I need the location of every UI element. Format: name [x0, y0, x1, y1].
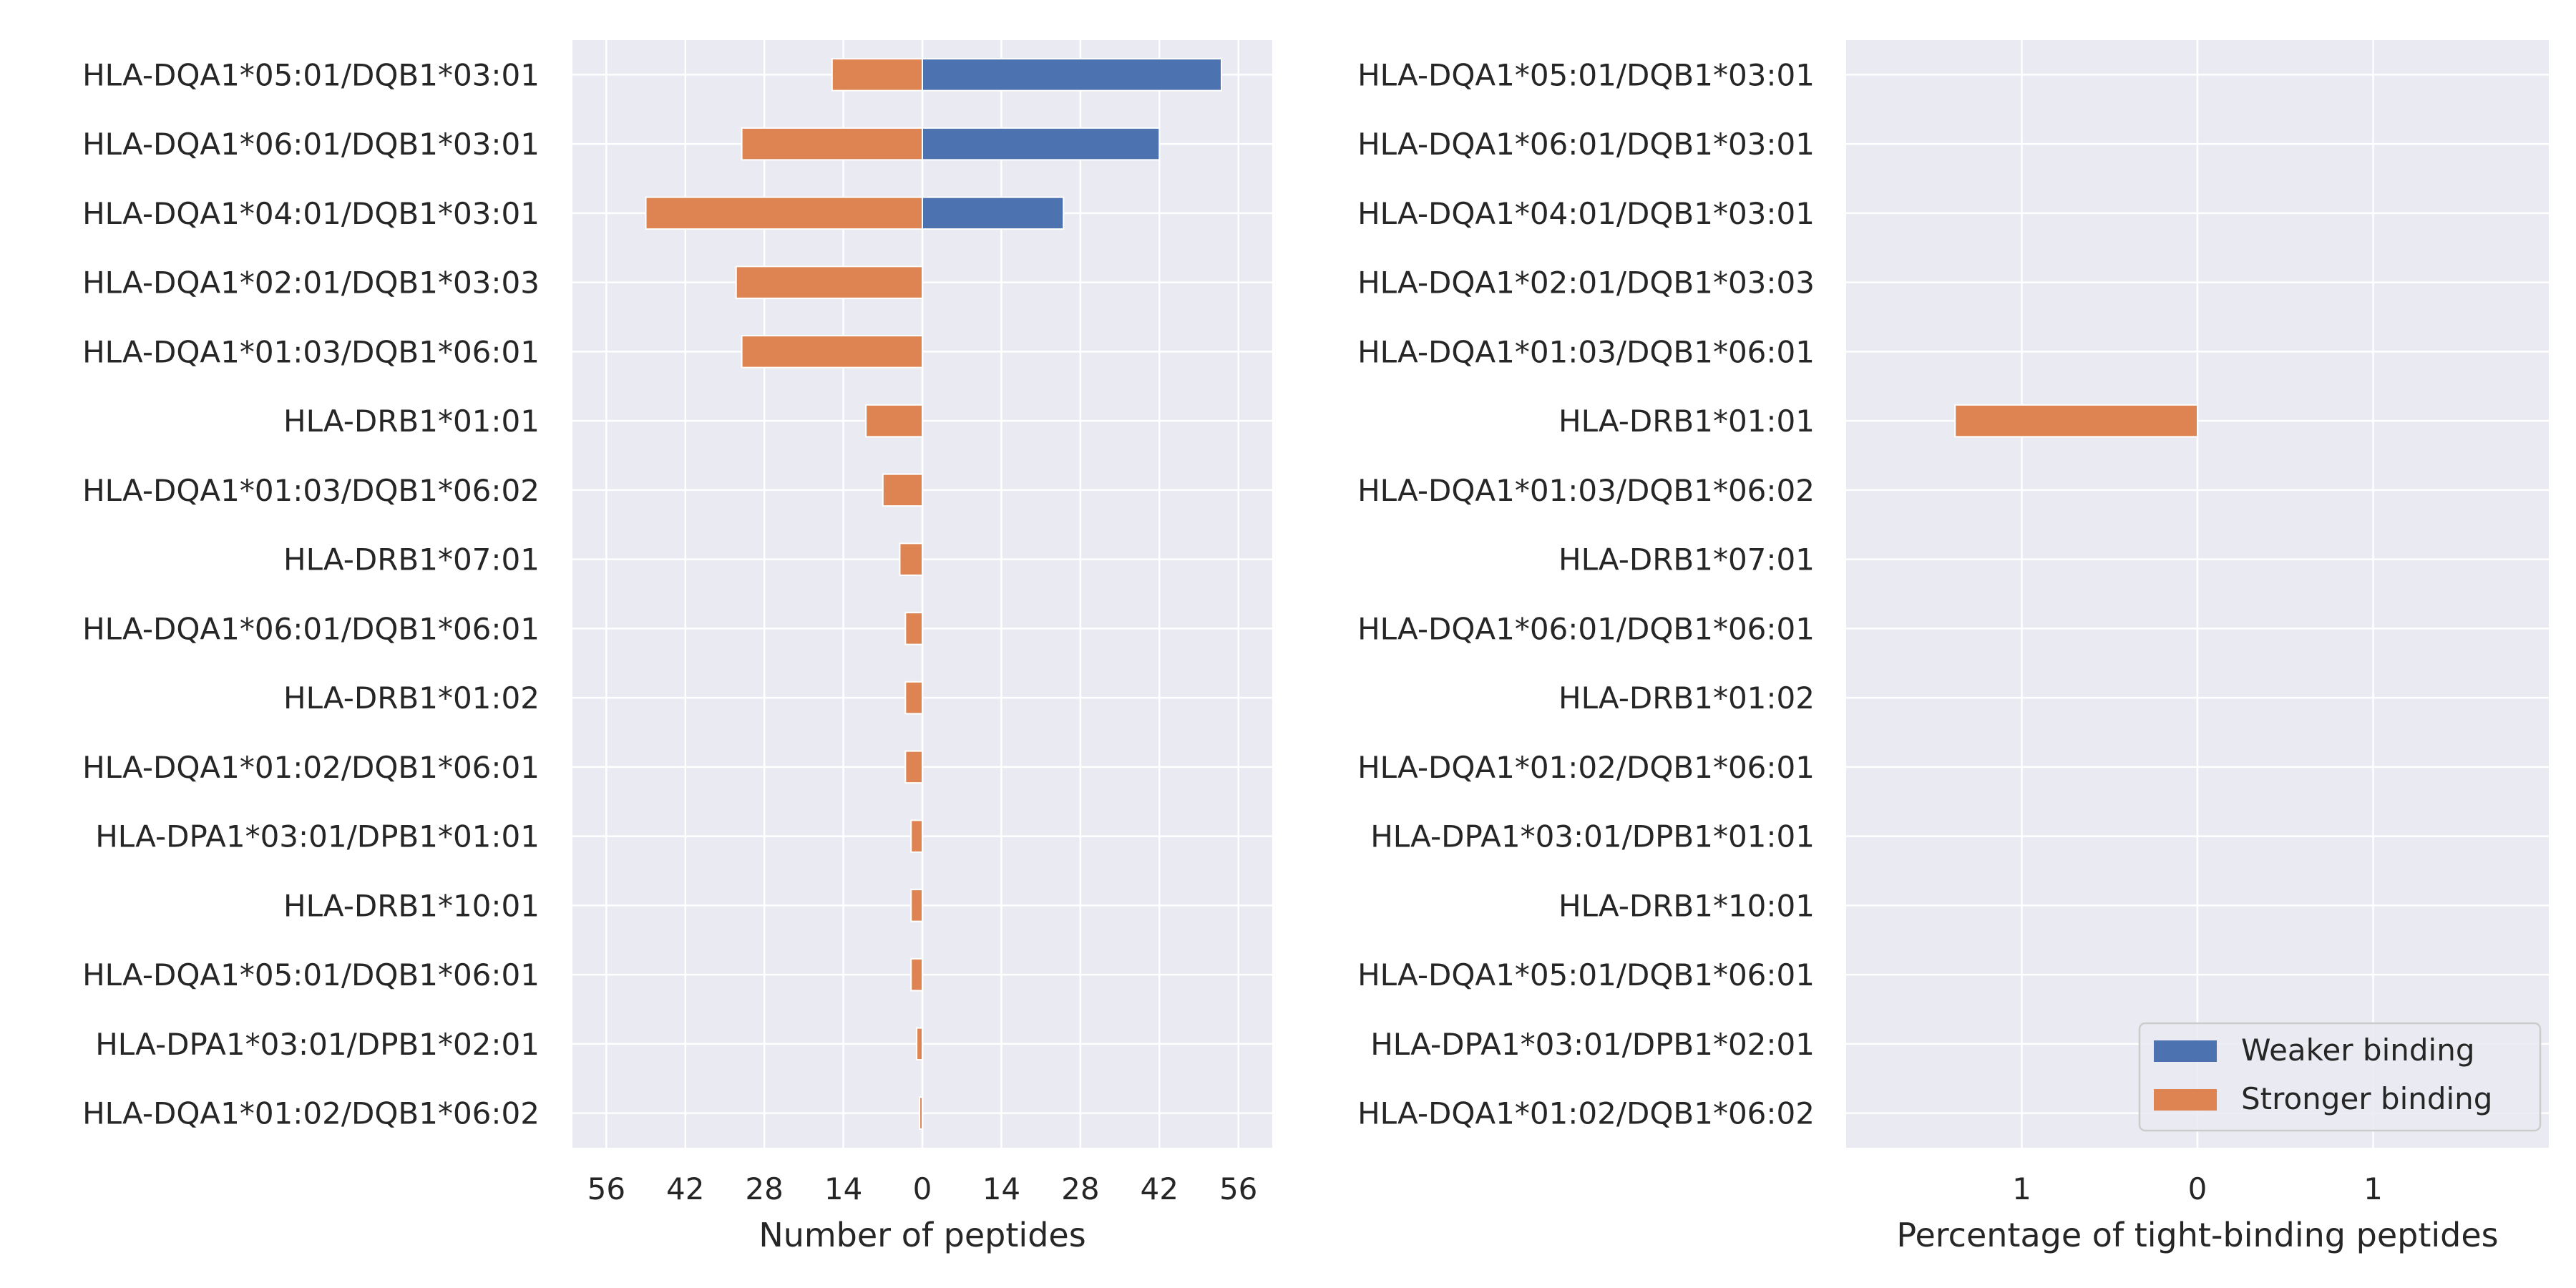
- y-tick-label: HLA-DQA1*01:03/DQB1*06:01: [1357, 334, 1815, 369]
- y-tick-label: HLA-DRB1*10:01: [1558, 888, 1815, 923]
- y-tick-label: HLA-DPA1*03:01/DPB1*02:01: [95, 1027, 540, 1062]
- legend-swatch: [2154, 1089, 2217, 1111]
- bar-stronger-binding: [904, 750, 924, 784]
- x-tick-label: 14: [824, 1171, 862, 1206]
- y-tick-label: HLA-DQA1*01:02/DQB1*06:02: [1357, 1096, 1815, 1131]
- y-tick-label: HLA-DQA1*04:01/DQB1*03:01: [1357, 196, 1815, 231]
- bar-stronger-binding: [831, 58, 923, 92]
- bar-weaker-binding: [922, 196, 1065, 230]
- x-tick-label: 1: [2363, 1171, 2383, 1206]
- bar-stronger-binding: [1954, 404, 2198, 438]
- legend-label: Weaker binding: [2241, 1033, 2474, 1068]
- bar-stronger-binding: [865, 404, 923, 438]
- y-tick-label: HLA-DQA1*01:02/DQB1*06:02: [82, 1096, 540, 1131]
- y-tick-label: HLA-DPA1*03:01/DPB1*02:01: [1370, 1027, 1815, 1062]
- y-tick-label: HLA-DRB1*01:01: [1558, 404, 1815, 439]
- x-axis-label: Number of peptides: [758, 1216, 1085, 1254]
- legend-swatch: [2154, 1040, 2217, 1062]
- y-tick-label: HLA-DRB1*07:01: [1558, 542, 1815, 577]
- x-tick-label: 1: [2012, 1171, 2031, 1206]
- y-tick-label: HLA-DQA1*06:01/DQB1*06:01: [82, 611, 540, 646]
- legend-frame: [2138, 1022, 2542, 1132]
- y-tick-label: HLA-DQA1*06:01/DQB1*06:01: [1357, 611, 1815, 646]
- x-tick-label: 56: [587, 1171, 625, 1206]
- bar-stronger-binding: [910, 889, 924, 922]
- bar-stronger-binding: [735, 265, 924, 299]
- bar-stronger-binding: [919, 1096, 923, 1130]
- bar-stronger-binding: [904, 680, 924, 715]
- y-tick-label: HLA-DRB1*01:01: [283, 404, 540, 439]
- bar-stronger-binding: [899, 542, 924, 576]
- y-tick-label: HLA-DQA1*01:02/DQB1*06:01: [1357, 750, 1815, 785]
- y-tick-label: HLA-DQA1*06:01/DQB1*03:01: [82, 127, 540, 162]
- x-tick-label: 0: [913, 1171, 932, 1206]
- x-axis-label: Percentage of tight-binding peptides: [1896, 1216, 2498, 1254]
- legend-label: Stronger binding: [2241, 1081, 2492, 1116]
- bar-stronger-binding: [741, 335, 924, 369]
- y-tick-label: HLA-DQA1*05:01/DQB1*03:01: [82, 57, 540, 92]
- bar-stronger-binding: [741, 127, 924, 161]
- y-tick-label: HLA-DQA1*01:03/DQB1*06:01: [82, 334, 540, 369]
- y-tick-label: HLA-DQA1*06:01/DQB1*03:01: [1357, 127, 1815, 162]
- legend: Weaker binding Stronger binding: [2138, 1022, 2542, 1132]
- y-tick-label: HLA-DQA1*04:01/DQB1*03:01: [82, 196, 540, 231]
- x-tick-label: 56: [1219, 1171, 1257, 1206]
- y-tick-label: HLA-DQA1*01:03/DQB1*06:02: [1357, 473, 1815, 508]
- bar-stronger-binding: [904, 612, 924, 645]
- y-tick-label: HLA-DQA1*01:03/DQB1*06:02: [82, 473, 540, 508]
- bar-stronger-binding: [910, 957, 924, 992]
- y-tick-label: HLA-DQA1*05:01/DQB1*03:01: [1357, 57, 1815, 92]
- y-tick-label: HLA-DQA1*01:02/DQB1*06:01: [82, 750, 540, 785]
- y-tick-label: HLA-DQA1*02:01/DQB1*03:03: [82, 265, 540, 301]
- panel-tight-binding-percentage: HLA-DQA1*05:01/DQB1*03:01 HLA-DQA1*06:01/…: [1357, 40, 2549, 1254]
- x-tick-label: 14: [982, 1171, 1020, 1206]
- bar-stronger-binding: [645, 196, 924, 230]
- y-tick-label: HLA-DRB1*01:02: [1558, 680, 1815, 716]
- bar-weaker-binding: [922, 127, 1161, 161]
- y-tick-label: HLA-DQA1*02:01/DQB1*03:03: [1357, 265, 1815, 301]
- y-tick-label: HLA-DQA1*05:01/DQB1*06:01: [82, 957, 540, 992]
- x-tick-label: 0: [2188, 1171, 2207, 1206]
- y-tick-label: HLA-DPA1*03:01/DPB1*01:01: [1370, 819, 1815, 854]
- x-tick-label: 28: [745, 1171, 783, 1206]
- y-tick-label: HLA-DPA1*03:01/DPB1*01:01: [95, 819, 540, 854]
- y-tick-label: HLA-DRB1*10:01: [283, 888, 540, 923]
- bar-weaker-binding: [922, 58, 1223, 92]
- y-tick-label: HLA-DQA1*05:01/DQB1*06:01: [1357, 957, 1815, 992]
- x-tick-label: 28: [1061, 1171, 1099, 1206]
- y-tick-label: HLA-DRB1*01:02: [283, 680, 540, 716]
- panel-peptide-counts: HLA-DQA1*05:01/DQB1*03:01 HLA-DQA1*06:01/…: [82, 40, 1272, 1254]
- x-tick-label: 42: [1141, 1171, 1179, 1206]
- bar-stronger-binding: [910, 819, 924, 853]
- bar-stronger-binding: [916, 1027, 924, 1061]
- y-tick-label: HLA-DRB1*07:01: [283, 542, 540, 577]
- x-tick-label: 42: [666, 1171, 704, 1206]
- bar-stronger-binding: [882, 473, 923, 507]
